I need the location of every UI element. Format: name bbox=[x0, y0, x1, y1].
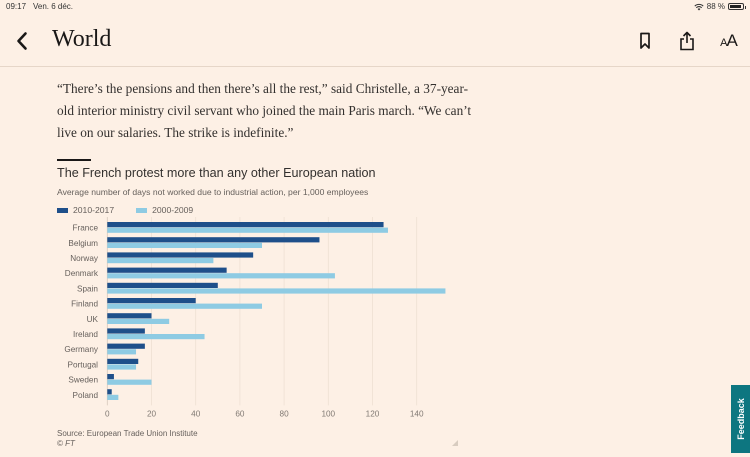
bookmark-button[interactable] bbox=[632, 28, 658, 54]
bar-belgium-2010-2017 bbox=[107, 237, 320, 243]
back-button[interactable] bbox=[12, 26, 32, 56]
x-tick-label: 80 bbox=[280, 409, 290, 418]
bar-ireland-2010-2017 bbox=[107, 328, 145, 334]
bar-sweden-2010-2017 bbox=[107, 374, 114, 380]
bars bbox=[107, 222, 446, 400]
legend-swatch bbox=[136, 207, 148, 213]
x-axis-ticks: 0 20 40 60 80 100 120 140 bbox=[105, 409, 424, 418]
bar-france-2000-2009 bbox=[107, 227, 388, 233]
bar-uk-2000-2009 bbox=[107, 318, 170, 324]
category-label: Spain bbox=[77, 284, 98, 293]
chart-title-rule bbox=[57, 159, 91, 161]
bar-chart: France Belgium Norway Denmark Spain Finland UK… bbox=[64, 217, 446, 418]
battery-icon bbox=[728, 3, 746, 10]
category-label: Portugal bbox=[68, 360, 99, 369]
category-label: Germany bbox=[64, 345, 99, 354]
x-tick-label: 0 bbox=[105, 409, 110, 418]
category-label: Belgium bbox=[68, 239, 98, 248]
battery-percent: 88 % bbox=[706, 2, 725, 11]
feedback-button[interactable]: Feedback bbox=[731, 385, 750, 453]
bar-denmark-2010-2017 bbox=[107, 267, 227, 273]
bar-belgium-2000-2009 bbox=[107, 242, 262, 248]
bar-germany-2010-2017 bbox=[107, 343, 145, 349]
status-indicators: 88 % bbox=[694, 2, 746, 11]
category-label: Finland bbox=[71, 300, 98, 309]
bar-germany-2000-2009 bbox=[107, 349, 137, 355]
category-label: Sweden bbox=[68, 376, 98, 385]
article-paragraph: “There’s the pensions and then there’s a… bbox=[57, 81, 472, 140]
bar-spain-2000-2009 bbox=[107, 288, 446, 294]
bar-poland-2000-2009 bbox=[107, 394, 119, 400]
x-tick-label: 120 bbox=[366, 409, 380, 418]
category-label: Poland bbox=[73, 391, 99, 400]
status-time: 09:17 bbox=[6, 2, 27, 11]
bar-norway-2000-2009 bbox=[107, 258, 214, 264]
chart-subtitle: Average number of days not worked due to… bbox=[57, 187, 369, 197]
category-label: Norway bbox=[70, 254, 99, 263]
x-tick-label: 20 bbox=[147, 409, 157, 418]
text-size-button[interactable]: AA bbox=[716, 28, 742, 54]
bar-portugal-2000-2009 bbox=[107, 364, 137, 370]
chart-legend: 2010-2017 2000-2009 bbox=[57, 205, 215, 215]
status-bar: 09:17 Ven. 6 déc. 88 % bbox=[0, 0, 750, 14]
category-label: UK bbox=[87, 315, 99, 324]
bar-finland-2000-2009 bbox=[107, 303, 262, 309]
category-label: Ireland bbox=[73, 330, 98, 339]
x-tick-label: 140 bbox=[410, 409, 424, 418]
bar-ireland-2000-2009 bbox=[107, 334, 205, 340]
chart-source: Source: European Trade Union Institute bbox=[57, 429, 198, 438]
legend-label: 2000-2009 bbox=[152, 205, 194, 215]
chart-credit: © FT bbox=[57, 439, 75, 448]
bar-uk-2010-2017 bbox=[107, 313, 152, 319]
x-tick-label: 60 bbox=[235, 409, 245, 418]
legend-label: 2010-2017 bbox=[73, 205, 115, 215]
bar-norway-2010-2017 bbox=[107, 252, 254, 258]
section-title: World bbox=[52, 26, 112, 52]
bar-finland-2010-2017 bbox=[107, 298, 196, 304]
bar-sweden-2000-2009 bbox=[107, 379, 152, 385]
grid-lines bbox=[106, 217, 418, 406]
resize-handle-icon bbox=[452, 440, 458, 446]
legend-swatch bbox=[57, 207, 68, 213]
share-button[interactable] bbox=[674, 28, 700, 54]
chevron-left-icon bbox=[17, 32, 27, 50]
x-tick-label: 100 bbox=[321, 409, 335, 418]
bar-france-2010-2017 bbox=[107, 222, 384, 228]
x-tick-label: 40 bbox=[191, 409, 201, 418]
bar-denmark-2000-2009 bbox=[107, 273, 335, 279]
category-label: Denmark bbox=[65, 269, 99, 278]
feedback-label: Feedback bbox=[735, 398, 746, 440]
wifi-icon bbox=[694, 3, 704, 10]
legend-item-2010-2017: 2010-2017 bbox=[57, 205, 114, 215]
text-size-icon: AA bbox=[720, 31, 738, 50]
category-labels: France Belgium Norway Denmark Spain Finland UK… bbox=[64, 224, 99, 400]
bar-spain-2010-2017 bbox=[107, 282, 218, 288]
status-date: Ven. 6 déc. bbox=[33, 2, 74, 11]
share-icon bbox=[680, 31, 694, 51]
category-label: France bbox=[73, 224, 99, 233]
chart-title: The French protest more than any other E… bbox=[57, 166, 376, 180]
bookmark-icon bbox=[640, 32, 650, 49]
bar-poland-2010-2017 bbox=[107, 389, 112, 395]
nav-bar: World AA bbox=[0, 14, 750, 67]
legend-item-2000-2009: 2000-2009 bbox=[136, 205, 193, 215]
bar-portugal-2010-2017 bbox=[107, 358, 139, 364]
